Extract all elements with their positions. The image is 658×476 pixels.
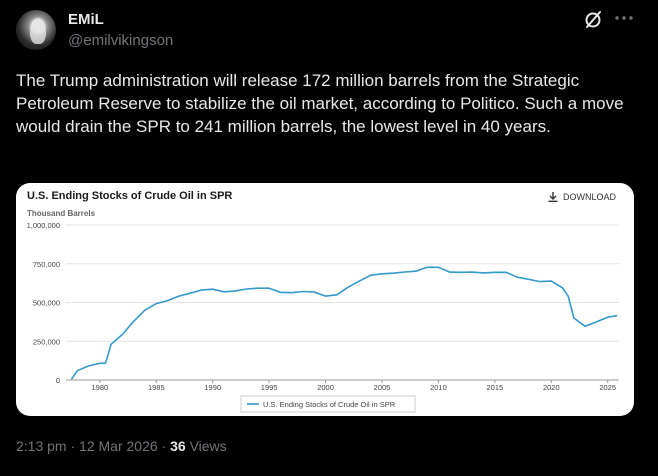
data-point <box>403 271 406 273</box>
legend-box <box>240 395 416 413</box>
data-point <box>279 291 282 293</box>
more-dots-icon[interactable] <box>612 8 636 30</box>
data-point <box>550 280 552 282</box>
x-tick-label: 2000 <box>317 383 334 392</box>
data-point <box>460 271 462 273</box>
data-point <box>607 316 609 318</box>
download-arrow-icon <box>548 192 558 202</box>
x-tick-label: 1990 <box>204 383 221 392</box>
chart-card[interactable]: U.S. Ending Stocks of Crude Oil in SPR D… <box>16 183 634 416</box>
data-point <box>212 288 214 290</box>
data-point <box>449 271 451 273</box>
data-point <box>516 276 519 278</box>
data-point <box>336 294 338 296</box>
views-count: 36 <box>170 438 186 454</box>
meta-separator-2: · <box>161 438 167 454</box>
tweet-time[interactable]: 2:13 pm <box>16 438 67 454</box>
x-tick-label: 2005 <box>374 383 391 392</box>
download-button[interactable]: DOWNLOAD <box>548 192 616 202</box>
spr-line-chart: 0 250,000 500,000 750,000 1,000,000 1980 1985 1… <box>27 221 619 413</box>
data-point <box>268 287 270 289</box>
data-point <box>71 378 73 380</box>
data-point <box>595 321 598 323</box>
chart-title: U.S. Ending Stocks of Crude Oil in SPR <box>27 190 233 202</box>
data-point <box>505 271 507 273</box>
data-point <box>99 362 101 364</box>
display-name[interactable]: EMiL <box>68 11 104 28</box>
avatar[interactable] <box>16 10 56 50</box>
data-point <box>189 292 191 294</box>
user-handle[interactable]: @emilvikingson <box>68 32 174 49</box>
data-point <box>144 309 146 311</box>
tweet-meta: 2:13 pm · 12 Mar 2026 · 36 Views <box>16 438 227 454</box>
data-point <box>347 286 349 288</box>
data-point <box>471 271 473 273</box>
y-tick-label: 250,000 <box>33 337 60 346</box>
tweet-date[interactable]: 12 Mar 2026 <box>79 438 158 454</box>
y-tick-label: 500,000 <box>33 299 60 308</box>
data-point <box>539 280 541 283</box>
units-label: Thousand Barrels <box>27 209 96 218</box>
data-point <box>302 290 304 293</box>
data-point <box>245 288 248 290</box>
data-point <box>370 274 372 276</box>
data-point <box>133 320 135 322</box>
data-point <box>584 325 586 327</box>
data-point <box>426 266 428 268</box>
x-tick-label: 1995 <box>261 383 278 392</box>
x-tick-label: 2010 <box>430 383 447 392</box>
x-tick-label: 2020 <box>543 383 560 392</box>
data-point <box>415 270 417 272</box>
x-tick-label: 1980 <box>92 383 109 392</box>
grok-slash-circle-icon[interactable] <box>583 8 605 30</box>
tweet-text: The Trump administration will release 17… <box>16 71 624 136</box>
y-tick-label: 750,000 <box>33 260 60 269</box>
y-tick-label: 0 <box>56 376 60 385</box>
data-point <box>234 290 236 292</box>
data-point <box>257 287 259 289</box>
x-tick-label: 1985 <box>148 383 165 392</box>
data-point <box>200 289 203 291</box>
data-point <box>87 365 90 367</box>
data-point <box>110 343 112 345</box>
data-point <box>616 315 618 317</box>
download-label: DOWNLOAD <box>562 192 616 202</box>
data-point <box>121 333 124 336</box>
data-point <box>567 295 569 297</box>
data-point <box>155 302 157 305</box>
legend-label: U.S. Ending Stocks of Crude Oil in SPR <box>263 400 396 409</box>
data-point <box>392 272 394 274</box>
data-point <box>324 295 327 297</box>
x-tick-label: 2025 <box>599 383 616 392</box>
data-point <box>437 266 440 268</box>
meta-separator: · <box>70 438 76 454</box>
data-point <box>494 271 496 273</box>
data-point <box>528 278 530 281</box>
data-point <box>313 291 315 293</box>
x-tick-label: 2015 <box>487 383 504 392</box>
data-point <box>76 370 78 372</box>
data-point <box>291 292 293 294</box>
data-point <box>166 300 169 302</box>
data-point <box>573 317 575 319</box>
y-tick-label: 1,000,000 <box>27 221 60 230</box>
views-label: Views <box>189 438 227 454</box>
series-line <box>70 266 617 380</box>
data-point <box>178 295 180 297</box>
data-point <box>223 291 225 293</box>
data-point <box>381 273 383 275</box>
data-point <box>561 287 564 289</box>
data-point <box>104 362 107 364</box>
data-point <box>358 280 361 282</box>
data-point <box>482 272 485 274</box>
data-point <box>578 321 581 323</box>
